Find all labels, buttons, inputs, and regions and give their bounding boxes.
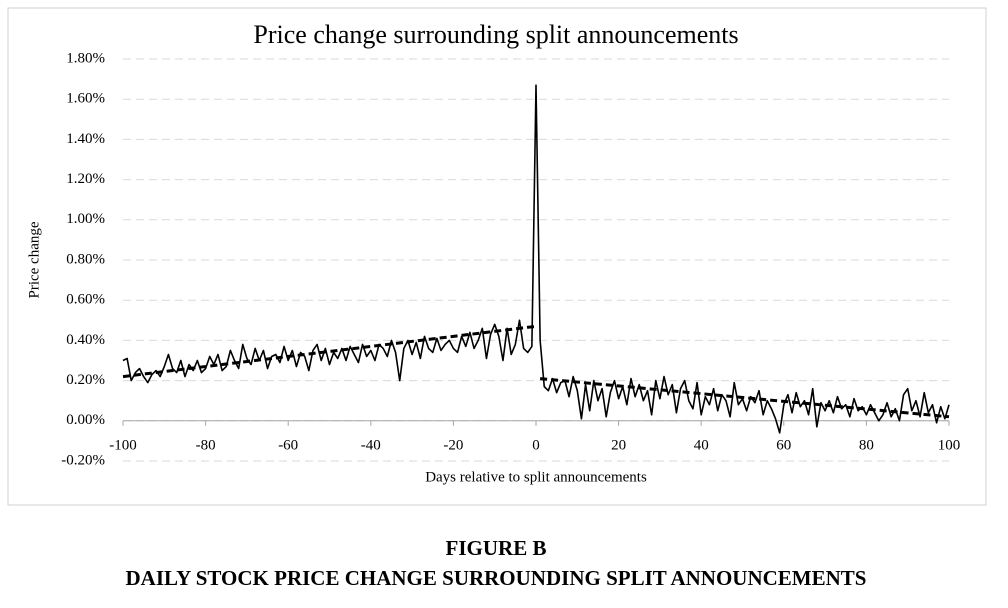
x-tick-label: 20 — [611, 437, 626, 453]
y-tick-label: 1.00% — [66, 211, 105, 227]
x-tick-label: 100 — [938, 437, 961, 453]
data-line — [122, 84, 950, 434]
x-tick-label: -80 — [196, 437, 216, 453]
y-tick-label: 1.20% — [66, 171, 105, 187]
y-tick-label: 0.20% — [66, 372, 105, 388]
figure-caption: DAILY STOCK PRICE CHANGE SURROUNDING SPL… — [126, 566, 867, 590]
chart-frame — [7, 7, 987, 506]
trend-line — [122, 324, 537, 379]
figure-label: FIGURE B — [446, 536, 547, 560]
y-axis-label: Price change — [26, 221, 42, 298]
y-tick-label: 0.80% — [66, 251, 105, 267]
chart-title: Price change surrounding split announcem… — [253, 20, 738, 49]
y-tick-label: 0.00% — [66, 412, 105, 428]
y-tick-label: 0.60% — [66, 292, 105, 308]
x-tick-label: -100 — [109, 437, 137, 453]
x-tick-label: 40 — [694, 437, 709, 453]
x-tick-label: -60 — [278, 437, 298, 453]
x-tick-label: 0 — [532, 437, 540, 453]
x-tick-label: -40 — [361, 437, 381, 453]
x-tick-label: 60 — [776, 437, 791, 453]
x-tick-label: -20 — [443, 437, 463, 453]
y-tick-label: 1.60% — [66, 91, 105, 107]
y-tick-label: 0.40% — [66, 332, 105, 348]
x-axis-label: Days relative to split announcements — [425, 469, 647, 485]
x-tick-label: 80 — [859, 437, 874, 453]
y-tick-label: -0.20% — [61, 452, 105, 468]
y-tick-label: 1.80% — [66, 50, 105, 66]
trend-line — [539, 377, 950, 419]
y-tick-label: 1.40% — [66, 131, 105, 147]
